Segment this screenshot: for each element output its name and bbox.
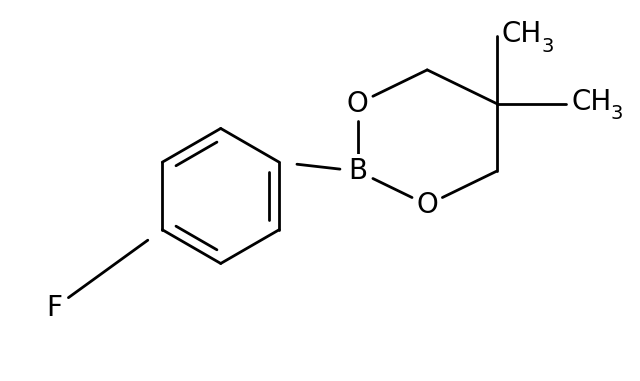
Text: 3: 3 [541,37,554,56]
Text: F: F [46,294,62,322]
Text: O: O [417,191,438,219]
Text: 3: 3 [611,104,623,123]
Text: CH: CH [571,88,611,116]
Text: O: O [347,90,369,118]
Text: B: B [348,157,367,185]
Text: CH: CH [502,20,542,48]
